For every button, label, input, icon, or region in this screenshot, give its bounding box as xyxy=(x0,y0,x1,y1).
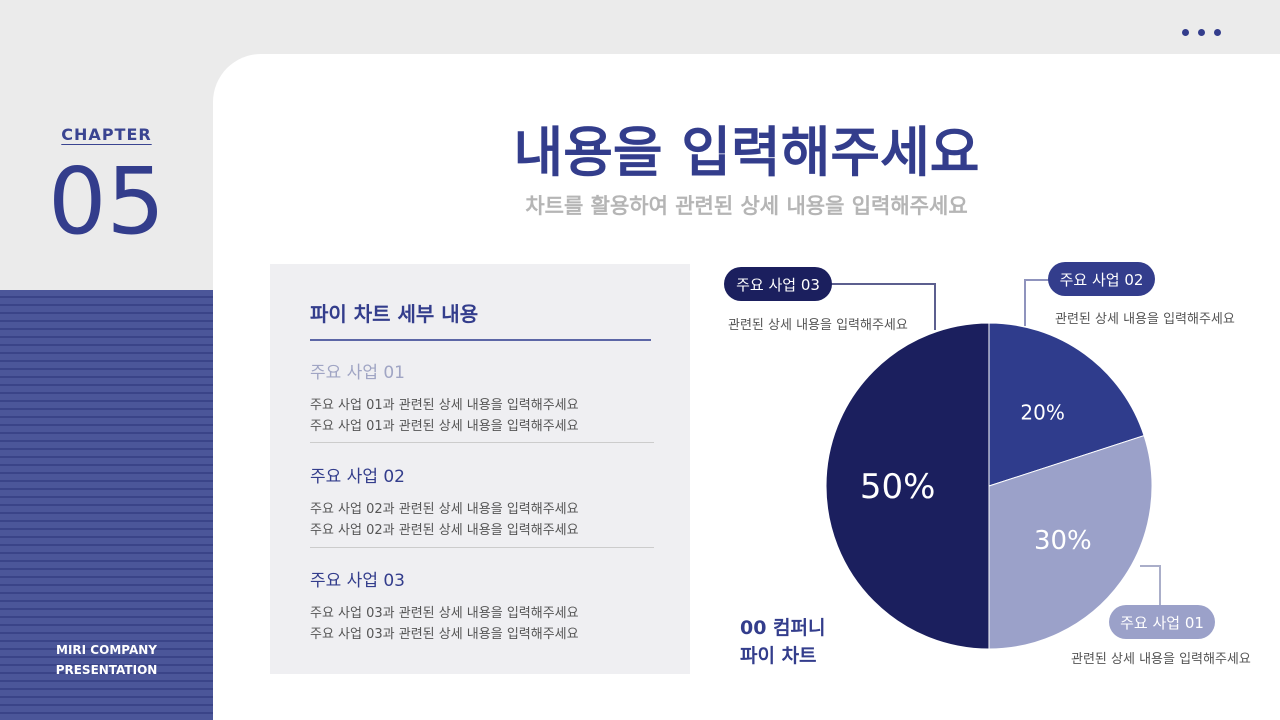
item-text: 주요 사업 01과 관련된 상세 내용을 입력해주세요 xyxy=(310,398,579,413)
slice-label: 50% xyxy=(860,467,936,507)
item-text: 주요 사업 02과 관련된 상세 내용을 입력해주세요 xyxy=(310,502,579,517)
striped-sidebar-block xyxy=(0,290,213,720)
page-subtitle: 차트를 활용하여 관련된 상세 내용을 입력해주세요 xyxy=(525,194,968,218)
more-options-icon[interactable] xyxy=(1182,29,1221,36)
divider xyxy=(310,339,651,341)
chapter-label: CHAPTER xyxy=(61,125,152,144)
details-panel: 파이 차트 세부 내용 주요 사업 01 주요 사업 01과 관련된 상세 내용을… xyxy=(270,264,690,674)
slice-label: 30% xyxy=(1034,526,1092,556)
list-item: 주요 사업 02 주요 사업 02과 관련된 상세 내용을 입력해주세요 주요 사업… xyxy=(310,462,654,541)
callout-line xyxy=(830,283,936,330)
item-heading: 주요 사업 02 xyxy=(310,467,405,487)
item-text: 주요 사업 02과 관련된 상세 내용을 입력해주세요 xyxy=(310,523,579,538)
caption-line: 00 컴퍼니 xyxy=(740,617,826,639)
divider xyxy=(310,442,654,443)
panel-title: 파이 차트 세부 내용 xyxy=(310,302,479,326)
callout-label-03: 주요 사업 03 xyxy=(724,267,832,301)
item-text: 주요 사업 03과 관련된 상세 내용을 입력해주세요 xyxy=(310,606,579,621)
company-line: MIRI COMPANY xyxy=(56,643,157,657)
callout-desc-01: 관련된 상세 내용을 입력해주세요 xyxy=(1071,652,1251,667)
page-title: 내용을 입력해주세요 xyxy=(513,121,980,184)
callout-label-01: 주요 사업 01 xyxy=(1109,605,1215,639)
presentation-line: PRESENTATION xyxy=(55,663,158,677)
list-item: 주요 사업 01 주요 사업 01과 관련된 상세 내용을 입력해주세요 주요 사업… xyxy=(310,358,654,437)
callout-label-02: 주요 사업 02 xyxy=(1048,262,1155,296)
item-heading: 주요 사업 01 xyxy=(310,363,405,383)
list-item: 주요 사업 03 주요 사업 03과 관련된 상세 내용을 입력해주세요 주요 사업… xyxy=(310,566,654,645)
company-name: MIRI COMPANY PRESENTATION xyxy=(0,640,213,680)
pie-slice-3 xyxy=(825,322,990,650)
item-text: 주요 사업 03과 관련된 상세 내용을 입력해주세요 xyxy=(310,627,579,642)
pie-slice-1 xyxy=(988,322,1145,487)
callout-line xyxy=(1140,565,1161,605)
item-heading: 주요 사업 03 xyxy=(310,571,405,591)
callout-desc-02: 관련된 상세 내용을 입력해주세요 xyxy=(1055,312,1235,327)
divider xyxy=(310,547,654,548)
callout-line xyxy=(1024,279,1050,326)
slice-label: 20% xyxy=(1020,400,1064,424)
item-text: 주요 사업 01과 관련된 상세 내용을 입력해주세요 xyxy=(310,419,579,434)
callout-desc-03: 관련된 상세 내용을 입력해주세요 xyxy=(728,318,908,333)
caption-line: 파이 차트 xyxy=(740,645,817,667)
chapter-number: 05 xyxy=(47,148,166,255)
pie-slice-2 xyxy=(988,434,1153,650)
